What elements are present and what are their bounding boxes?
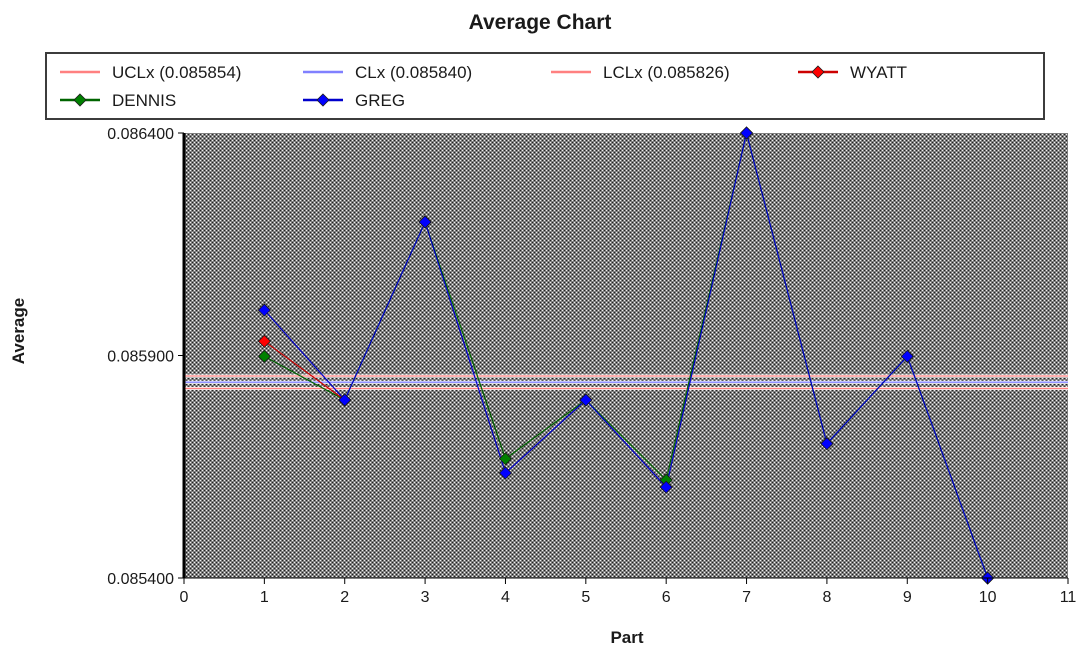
plot-area	[184, 133, 1068, 578]
x-axis-title: Part	[610, 628, 643, 647]
legend-label: UCLx (0.085854)	[112, 63, 241, 82]
legend-item: LCLx (0.085826)	[551, 63, 730, 82]
x-tick-label: 1	[260, 589, 269, 606]
y-tick-label: 0.086400	[107, 126, 174, 143]
x-tick-label: 10	[979, 589, 997, 606]
legend-label: LCLx (0.085826)	[603, 63, 730, 82]
legend-item: DENNIS	[60, 91, 176, 110]
data-point-greg	[579, 393, 593, 407]
x-tick-label: 8	[822, 589, 831, 606]
data-point-greg	[900, 349, 914, 363]
y-tick-label: 0.085900	[107, 349, 174, 366]
legend-marker	[316, 93, 330, 107]
legend-label: DENNIS	[112, 91, 176, 110]
x-tick-label: 7	[742, 589, 751, 606]
x-tick-label: 2	[340, 589, 349, 606]
x-tick-label: 0	[180, 589, 189, 606]
data-point-greg	[739, 126, 754, 140]
x-tick-label: 5	[581, 589, 590, 606]
data-point-greg	[820, 437, 834, 451]
series-line-greg	[263, 132, 989, 579]
legend-label: GREG	[355, 91, 405, 110]
legend-item: UCLx (0.085854)	[60, 63, 241, 82]
chart-title: Average Chart	[469, 11, 612, 34]
legend-label: CLx (0.085840)	[355, 63, 472, 82]
legend-item: CLx (0.085840)	[303, 63, 472, 82]
x-tick-label: 9	[903, 589, 912, 606]
data-point-wyatt	[257, 334, 271, 348]
data-point-dennis	[257, 349, 271, 363]
data-point-greg	[418, 215, 432, 229]
x-tick-label: 3	[421, 589, 430, 606]
y-axis-title: Average	[9, 298, 28, 364]
legend: UCLx (0.085854) CLx (0.085840) LCLx (0.085…	[45, 52, 1045, 120]
legend-label: WYATT	[850, 63, 907, 82]
series-line-wyatt	[264, 340, 346, 401]
legend-box	[45, 52, 1045, 120]
legend-item: GREG	[303, 91, 405, 110]
data-point-dennis	[498, 452, 513, 466]
legend-item: WYATT	[798, 63, 907, 82]
data-point-greg	[659, 480, 673, 494]
data-point-greg	[498, 466, 513, 480]
data-point-greg	[338, 393, 352, 407]
x-tick-label: 11	[1060, 589, 1077, 606]
data-point-greg	[257, 303, 271, 317]
x-tick-label: 6	[662, 589, 671, 606]
legend-marker	[811, 65, 825, 79]
legend-marker	[73, 93, 87, 107]
y-tick-label: 0.085400	[107, 571, 174, 588]
x-tick-label: 4	[501, 589, 510, 606]
